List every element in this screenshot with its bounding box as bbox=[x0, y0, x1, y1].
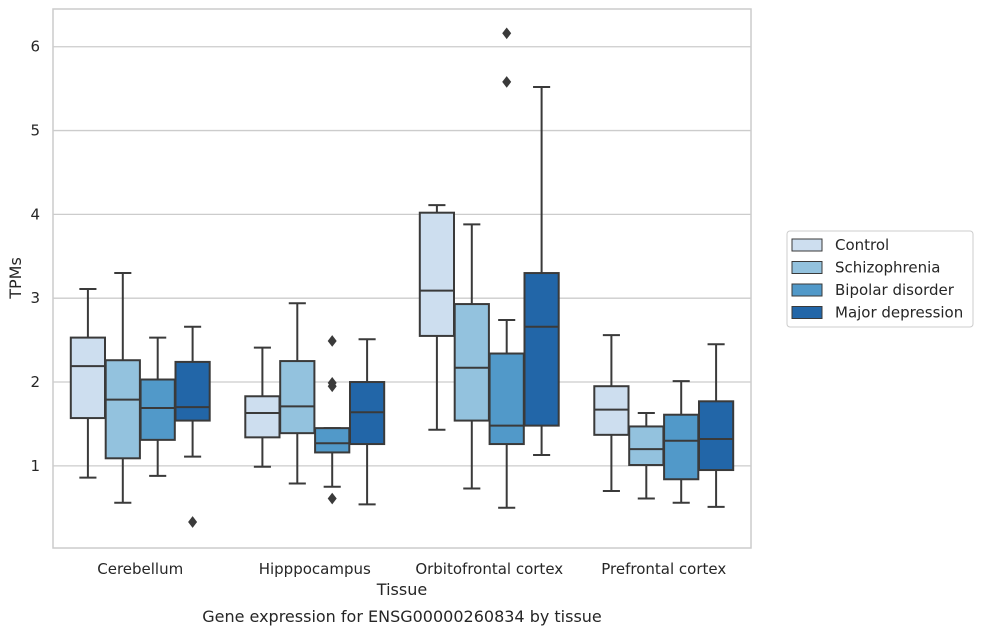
box-1-1 bbox=[279, 302, 316, 485]
box-iqr bbox=[697, 400, 735, 472]
box-0-0 bbox=[69, 287, 107, 479]
box-iqr bbox=[453, 303, 490, 422]
box-iqr bbox=[279, 360, 316, 435]
outlier-point bbox=[327, 377, 337, 389]
box-iqr bbox=[488, 352, 525, 446]
y-tick-labels: 1 2 3 4 5 6 bbox=[30, 38, 40, 475]
box-iqr bbox=[139, 378, 176, 441]
box-0-3 bbox=[593, 334, 630, 492]
legend-swatch bbox=[791, 261, 823, 274]
box-iqr bbox=[314, 427, 351, 454]
box-iqr bbox=[174, 360, 211, 422]
box-3-2 bbox=[523, 85, 560, 456]
y-tick-label: 3 bbox=[30, 289, 40, 307]
x-tick-label: Cerebellum bbox=[97, 560, 183, 578]
outlier-point bbox=[502, 27, 512, 40]
plot-area-frame bbox=[52, 8, 752, 549]
chart-caption: Gene expression for ENSG00000260834 by t… bbox=[202, 607, 602, 626]
legend: Control Schizophrenia Bipolar disorder Majo… bbox=[786, 230, 974, 328]
box-3-0 bbox=[174, 325, 211, 528]
box-1-0 bbox=[104, 272, 141, 504]
box-2-2 bbox=[488, 27, 525, 509]
legend-swatch bbox=[791, 283, 823, 297]
box-groups bbox=[69, 27, 735, 528]
x-tick-label: Prefrontal cortex bbox=[601, 560, 726, 578]
legend-label: Control bbox=[835, 236, 889, 254]
box-3-1 bbox=[348, 338, 386, 506]
legend-swatch bbox=[791, 306, 823, 319]
box-iqr bbox=[663, 413, 700, 481]
box-1-2 bbox=[453, 223, 490, 490]
y-tick-label: 5 bbox=[30, 122, 40, 140]
box-1-3 bbox=[628, 412, 665, 500]
legend-label: Bipolar disorder bbox=[835, 281, 955, 299]
box-2-1 bbox=[314, 335, 351, 505]
x-axis-label: Tissue bbox=[376, 580, 427, 599]
box-iqr bbox=[104, 359, 141, 460]
x-tick-label: Orbitofrontal cortex bbox=[415, 560, 563, 578]
box-2-3 bbox=[663, 380, 700, 504]
outlier-point bbox=[188, 516, 198, 528]
x-tick-labels: Cerebellum Hipppocampus Orbitofrontal cort… bbox=[97, 560, 726, 578]
box-iqr bbox=[628, 425, 665, 467]
legend-label: Major depression bbox=[835, 304, 963, 322]
y-tick-label: 1 bbox=[30, 457, 40, 475]
box-iqr bbox=[69, 336, 107, 420]
x-tick-label: Hipppocampus bbox=[259, 560, 371, 578]
box-0-1 bbox=[244, 346, 281, 468]
legend-label: Schizophrenia bbox=[835, 259, 940, 277]
box-2-0 bbox=[139, 336, 176, 477]
box-iqr bbox=[418, 211, 456, 337]
outlier-point bbox=[327, 335, 337, 347]
y-tick-label: 2 bbox=[30, 373, 40, 391]
box-iqr bbox=[523, 272, 560, 427]
box-0-2 bbox=[418, 204, 456, 431]
outlier-point bbox=[327, 492, 337, 505]
box-3-3 bbox=[697, 343, 735, 508]
legend-swatch bbox=[791, 238, 823, 252]
y-axis-label: TPMs bbox=[6, 257, 25, 300]
outlier-point bbox=[502, 76, 512, 88]
legend-frame bbox=[786, 230, 974, 328]
y-tick-label: 4 bbox=[30, 205, 40, 223]
box-iqr bbox=[244, 395, 281, 439]
y-tick-label: 6 bbox=[30, 38, 40, 56]
